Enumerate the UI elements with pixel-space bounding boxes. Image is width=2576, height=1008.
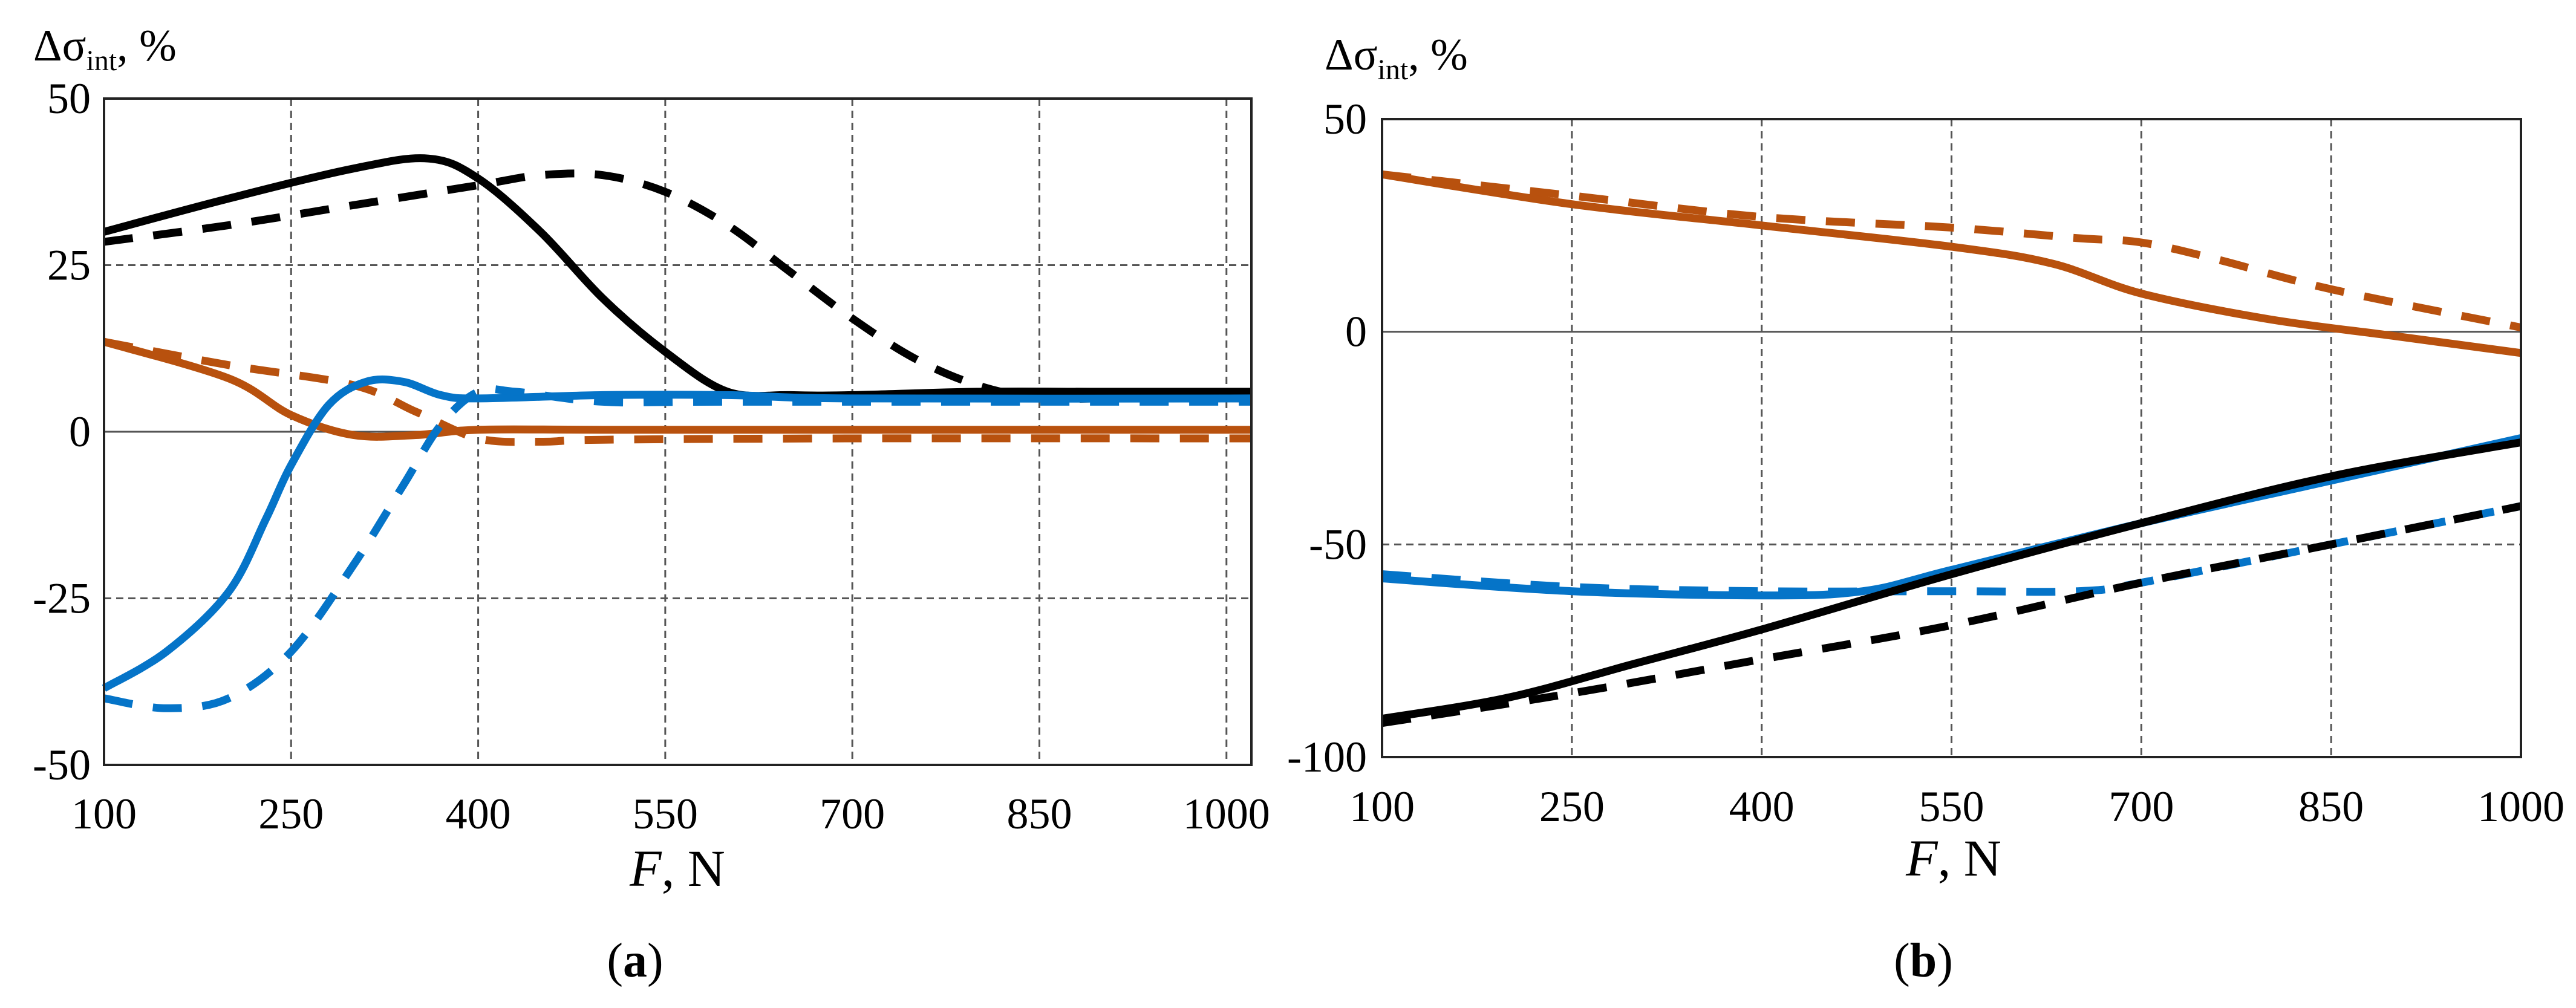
panel-a-series: [102, 154, 1252, 712]
panel-a-series-orange-solid: [103, 337, 1251, 441]
panel-a-series-blue-solid: [102, 376, 1252, 692]
panel-a-ytick-label: 50: [47, 74, 91, 123]
panel-a-series-orange-dashed: [103, 337, 1252, 446]
panel-b-series-blue-solid: [1381, 434, 2522, 600]
panel-b-ytick-label: -50: [1309, 520, 1367, 568]
panel-b-series: [1381, 170, 2522, 727]
panel-b-series-orange-solid: [1381, 170, 2522, 357]
panel-b-xticks: 100 250 400 550 700 850 1000: [1349, 782, 2565, 831]
panel-b-frame: [1381, 118, 2522, 758]
panel-a-caption: (a): [607, 934, 663, 987]
panel-a-xtick-label: 1000: [1183, 790, 1270, 838]
panel-a-ytick-label: -25: [33, 574, 91, 623]
panel-b-series-orange-dashed: [1381, 170, 2522, 331]
panel-a-xtick-label: 250: [258, 790, 324, 838]
panel-b-ylabel: Δσint, %: [1325, 30, 1468, 86]
panel-a-xtick-label: 400: [446, 790, 511, 838]
panel-b-yticks: 50 0 -50 -100: [1287, 95, 1367, 781]
panel-a-frame: [103, 97, 1253, 766]
panel-a-xtick-label: 100: [71, 790, 137, 838]
panel-b-grid: [1382, 119, 2521, 757]
panel-a-ytick-label: 25: [47, 241, 91, 290]
panel-b-series-black-dashed: [1381, 502, 2522, 727]
panel-a-xticks: 100 250 400 550 700 850 1000: [71, 790, 1270, 838]
panel-b-xtick-label: 250: [1539, 782, 1605, 831]
panel-a-series-black-solid: [103, 154, 1251, 400]
panel-a-series-blue-dashed: [103, 385, 1251, 712]
panel-b-xtick-label: 1000: [2477, 782, 2565, 831]
panel-b-ytick-label: 50: [1323, 95, 1367, 143]
panel-a-xtick-label: 850: [1006, 790, 1072, 838]
panel-b-xtick-label: 700: [2108, 782, 2174, 831]
panel-a-xlabel: F, N: [629, 839, 725, 897]
panel-b-caption: (b): [1894, 934, 1953, 987]
panel-a-yticks: 50 25 0 -25 -50: [33, 74, 91, 789]
panel-a-xtick-label: 700: [820, 790, 885, 838]
panel-b-ytick-label: -100: [1287, 733, 1367, 781]
panel-b: Δσint, % 500-50-100 100 250 400 550 700 850 10…: [1287, 30, 2565, 987]
panel-a-series-black-dashed: [103, 169, 1251, 404]
panel-b-series-black-solid: [1381, 438, 2522, 723]
panel-b-xtick-label: 850: [2298, 782, 2364, 831]
panel-a-ytick-label: -50: [33, 741, 91, 789]
panel-b-xtick-label: 400: [1729, 782, 1795, 831]
panel-a-ylabel: Δσint, %: [33, 21, 177, 77]
panel-b-xlabel: F, N: [1905, 829, 2001, 887]
panel-a-xtick-label: 550: [633, 790, 698, 838]
panel-b-xtick-label: 550: [1919, 782, 1984, 831]
panel-a-ytick-label: 0: [69, 408, 91, 456]
panel-b-xtick-label: 100: [1349, 782, 1415, 831]
panel-b-ytick-label: 0: [1345, 308, 1367, 356]
